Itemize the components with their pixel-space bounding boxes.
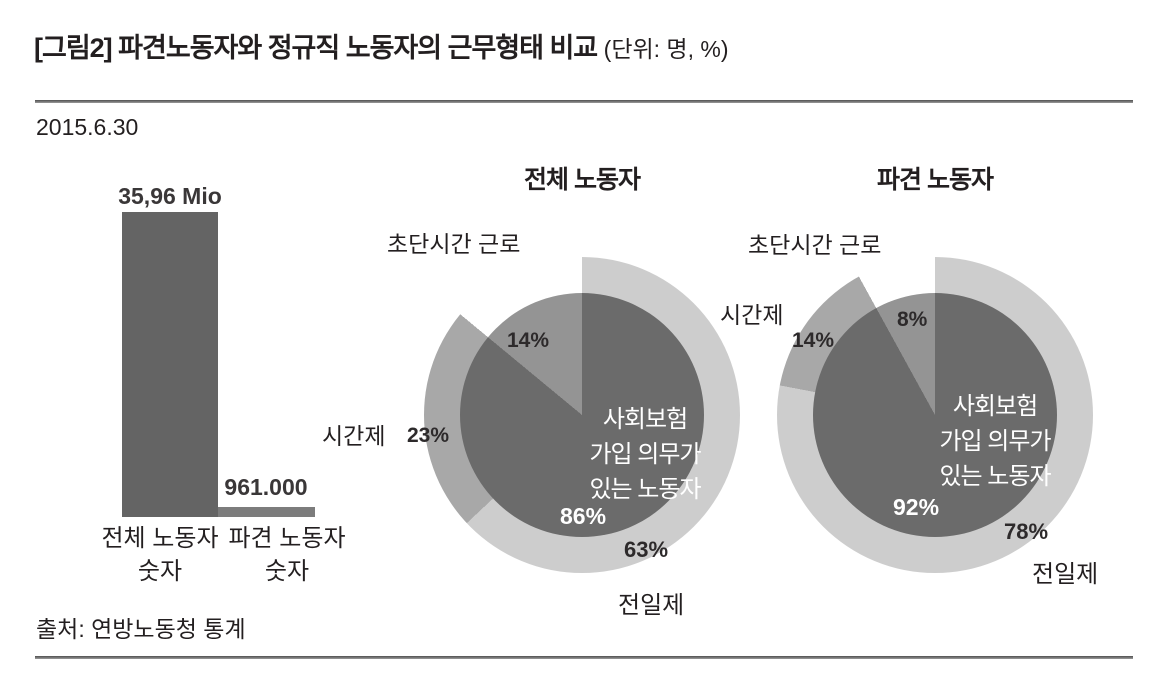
bar-category-line: 숫자	[137, 558, 183, 585]
donut-inner-pie	[460, 293, 704, 537]
bar-category-line: 전체 노동자	[101, 525, 219, 552]
bar-chart	[122, 212, 315, 517]
pct-social-insurance: 92%	[893, 494, 940, 520]
date-label: 2015.6.30	[36, 114, 139, 140]
donut-title-dispatched-workers: 파견 노동자	[877, 166, 994, 194]
bar-value-dispatched-workers: 961.000	[224, 474, 308, 500]
label-full-time: 전일제	[618, 592, 685, 619]
bar-total-workers	[122, 212, 218, 517]
label-social-insurance-workers: 사회보험 가입 의무가 있는 노동자	[908, 389, 1082, 494]
center-label-line: 사회보험	[952, 393, 1038, 420]
label-full-time: 전일제	[1032, 561, 1099, 588]
pct-no-social-insurance: 8%	[897, 308, 928, 331]
label-social-insurance-workers: 사회보험 가입 의무가 있는 노동자	[558, 402, 732, 507]
figure-title-text: [그림2] 파견노동자와 정규직 노동자의 근무형태 비교	[34, 33, 598, 63]
bottom-divider	[35, 656, 1133, 659]
top-divider	[35, 100, 1133, 103]
bar-category-line: 파견 노동자	[228, 525, 346, 552]
donut-inner-pie	[813, 293, 1057, 537]
pct-no-social-insurance: 14%	[507, 329, 550, 352]
pct-full-time: 63%	[624, 537, 669, 562]
pct-full-time: 78%	[1004, 519, 1049, 544]
donut-chart-dispatched-workers	[777, 257, 1093, 573]
pct-part-time: 14%	[792, 329, 835, 352]
bar-category-line: 숫자	[264, 558, 310, 585]
pct-social-insurance: 86%	[560, 503, 607, 529]
pct-part-time: 23%	[407, 424, 450, 447]
source-label: 출처: 연방노동청 통계	[36, 616, 246, 642]
label-marginal-work: 초단시간 근로	[748, 232, 882, 258]
center-label-line: 있는 노동자	[939, 463, 1051, 490]
center-label-line: 사회보험	[602, 406, 688, 433]
center-label-line: 있는 노동자	[589, 476, 701, 503]
bar-dispatched-workers	[218, 507, 315, 517]
donut-chart-all-workers	[424, 257, 740, 573]
figure-title: [그림2] 파견노동자와 정규직 노동자의 근무형태 비교 (단위: 명, %)	[34, 26, 728, 65]
unit-note: (단위: 명, %)	[603, 36, 729, 62]
label-part-time: 시간제	[720, 302, 784, 328]
label-marginal-work: 초단시간 근로	[387, 231, 521, 257]
donut-title-all-workers: 전체 노동자	[524, 166, 641, 194]
center-label-line: 가입 의무가	[939, 428, 1051, 455]
bar-category-total-workers: 전체 노동자 숫자	[83, 522, 237, 588]
bar-category-dispatched-workers: 파견 노동자 숫자	[210, 522, 364, 588]
bar-value-total-workers: 35,96 Mio	[118, 183, 222, 209]
center-label-line: 가입 의무가	[589, 441, 701, 468]
label-part-time: 시간제	[322, 423, 386, 449]
